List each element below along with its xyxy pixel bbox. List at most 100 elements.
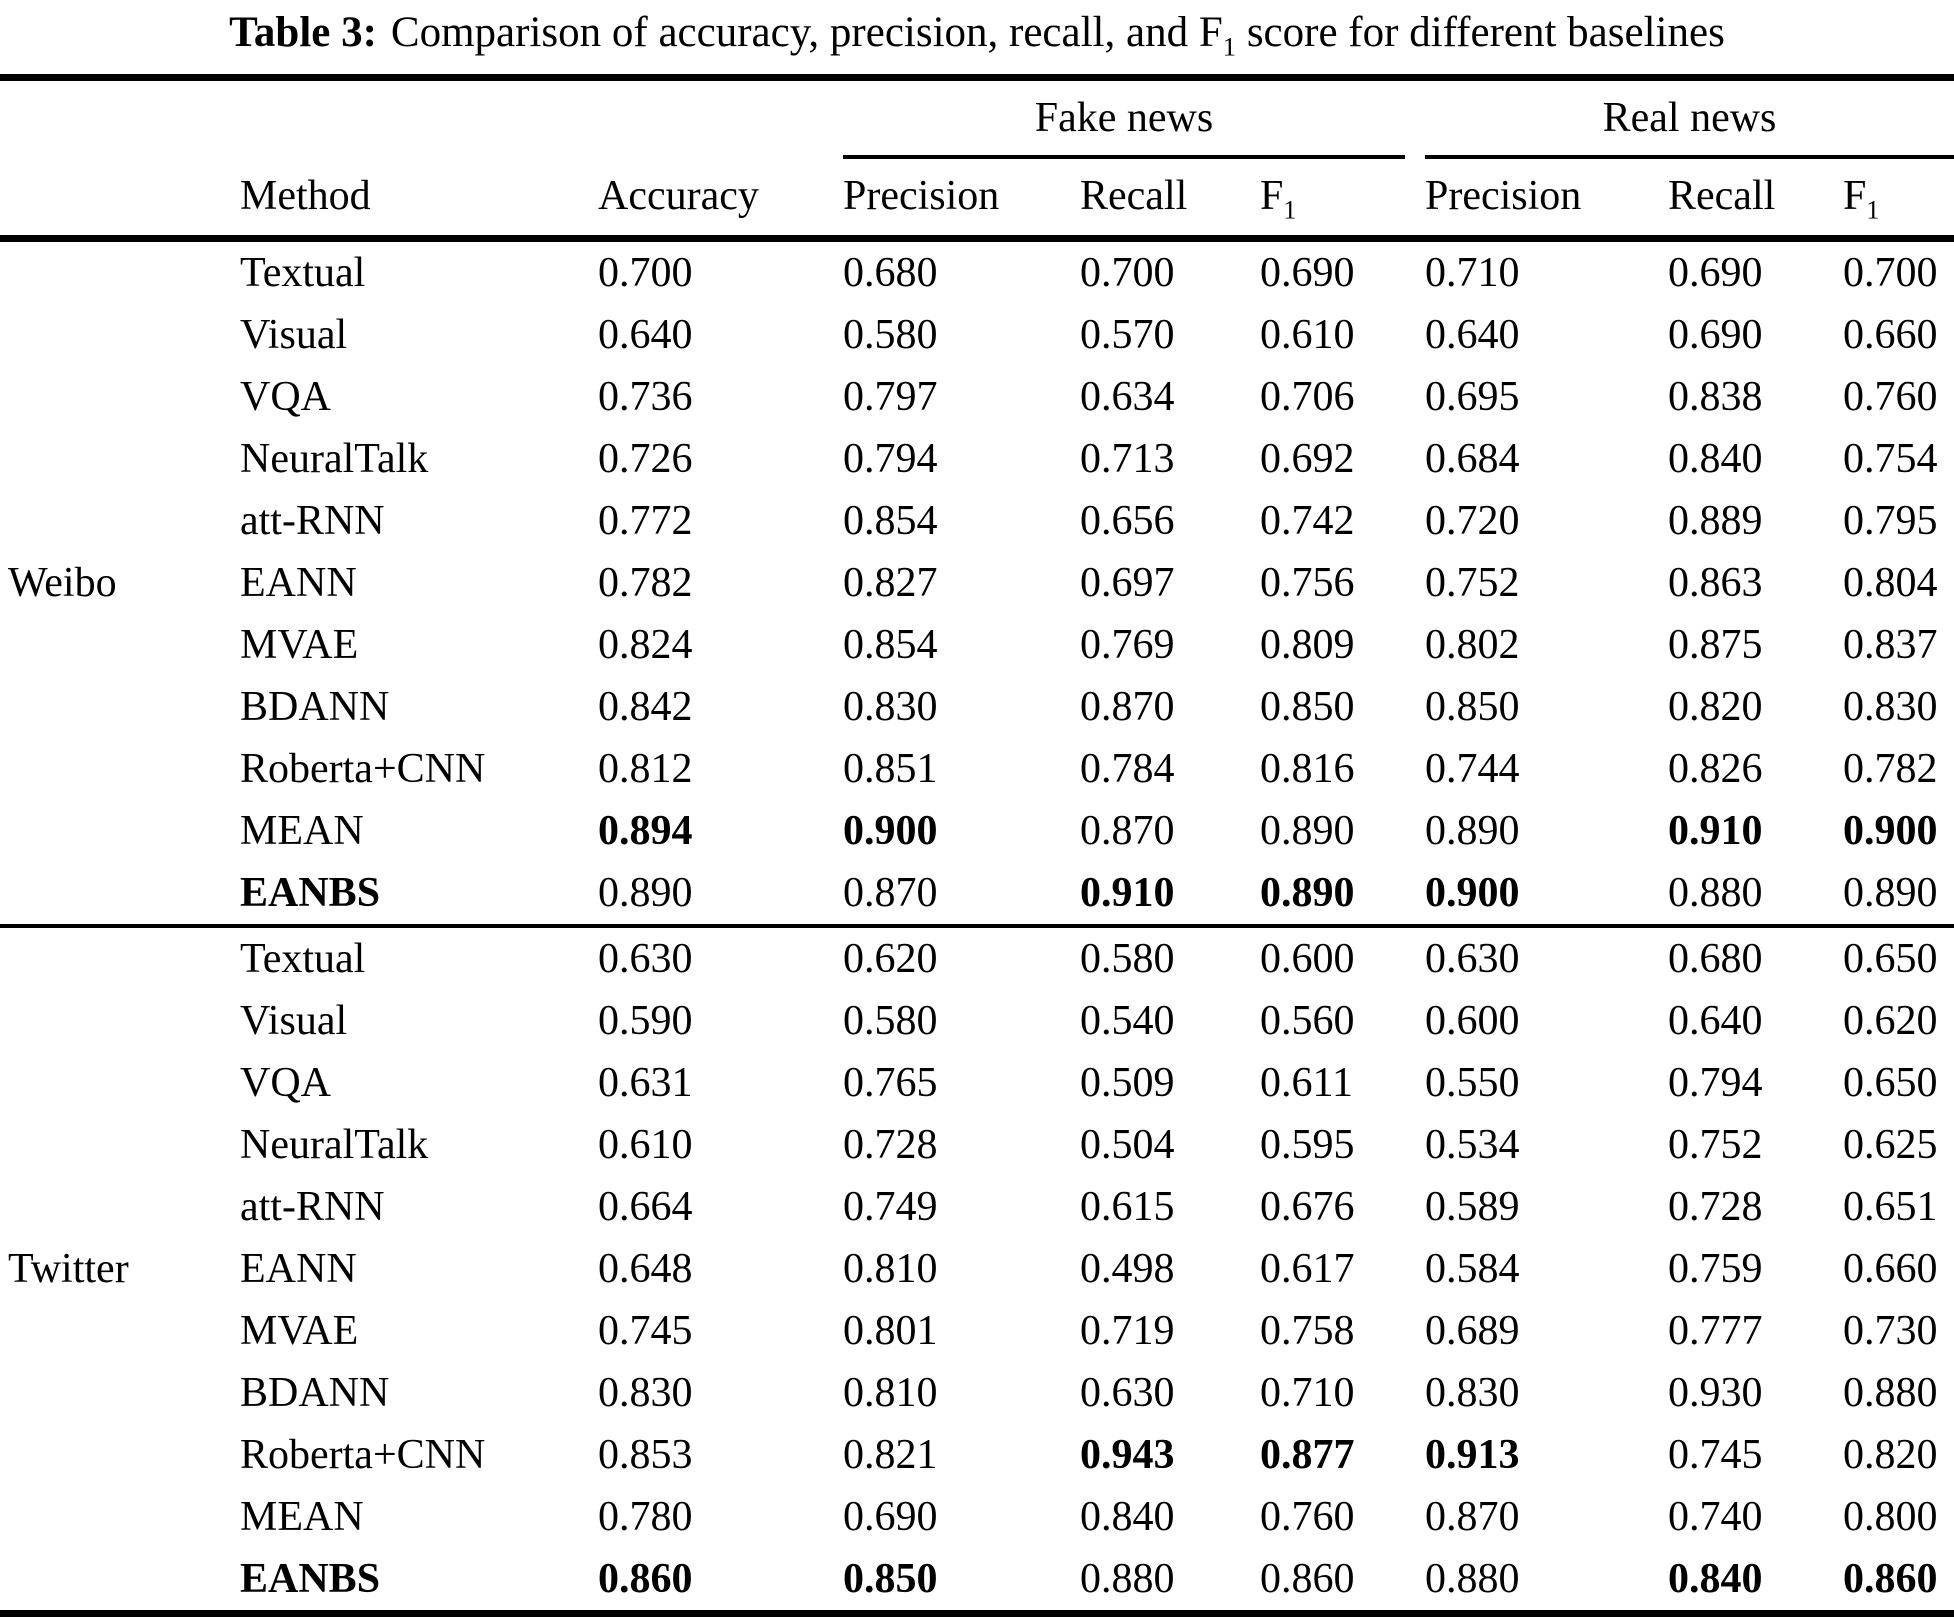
value-cell: 0.782 [598, 560, 693, 606]
caption-label: Table 3: [229, 9, 377, 56]
value-cell: 0.812 [598, 746, 693, 792]
value-cell: 0.809 [1260, 622, 1355, 668]
column-header: Method [240, 159, 598, 242]
value-cell: 0.794 [843, 436, 938, 482]
value-cell: 0.890 [1260, 870, 1355, 916]
value-cell: 0.684 [1425, 436, 1520, 482]
column-header: Recall [1080, 159, 1260, 242]
column-header: Recall [1668, 159, 1843, 242]
value-cell: 0.700 [1080, 250, 1175, 296]
group-header-real-news-label: Real news [1425, 93, 1954, 159]
value-cell: 0.769 [1080, 622, 1175, 668]
value-cell: 0.820 [1668, 684, 1763, 730]
value-cell: 0.782 [1843, 746, 1938, 792]
group-header-spacer [0, 78, 843, 160]
method-cell: NeuralTalk [240, 436, 429, 482]
value-cell: 0.870 [1080, 684, 1175, 730]
value-cell: 0.550 [1425, 1060, 1520, 1106]
value-cell: 0.651 [1843, 1184, 1938, 1230]
value-cell: 0.742 [1260, 498, 1355, 544]
method-cell: MEAN [240, 1494, 364, 1540]
value-cell: 0.690 [843, 1494, 938, 1540]
group-header-row: Fake news Real news [0, 78, 1954, 160]
table-row: VQA 0.631 0.765 0.509 0.611 0.550 0.794 0.650 [0, 1052, 1954, 1114]
table-row: Roberta+CNN 0.812 0.851 0.784 0.816 0.744 0.82… [0, 738, 1954, 800]
value-cell: 0.900 [1843, 808, 1938, 854]
value-cell: 0.913 [1425, 1432, 1520, 1478]
value-cell: 0.736 [598, 374, 693, 420]
method-cell: att-RNN [240, 498, 385, 544]
value-cell: 0.690 [1668, 250, 1763, 296]
method-cell: Roberta+CNN [240, 746, 486, 792]
value-cell: 0.611 [1260, 1060, 1353, 1106]
value-cell: 0.875 [1668, 622, 1763, 668]
value-cell: 0.540 [1080, 998, 1175, 1044]
table-row: att-RNN 0.664 0.749 0.615 0.676 0.589 0.728 0.6… [0, 1176, 1954, 1238]
method-cell: Textual [240, 924, 598, 990]
value-cell: 0.910 [1668, 808, 1763, 854]
value-cell: 0.830 [1425, 1370, 1520, 1416]
value-cell: 0.610 [598, 1122, 693, 1168]
value-cell: 0.880 [1080, 1556, 1175, 1602]
table-row: MEAN 0.780 0.690 0.840 0.760 0.870 0.740 0.800 [0, 1486, 1954, 1548]
table-row: EANN 0.782 0.827 0.697 0.756 0.752 0.863 0.804 [0, 552, 1954, 614]
value-cell: 0.890 [598, 870, 693, 916]
value-cell: 0.880 [1668, 870, 1763, 916]
column-header-row: Method Accuracy Precision Recall F1 Precision… [0, 159, 1954, 242]
table-caption: Table 3: Comparison of accuracy, precisio… [0, 6, 1954, 60]
value-cell: 0.758 [1260, 1308, 1355, 1354]
value-cell: 0.870 [1080, 808, 1175, 854]
value-cell: 0.854 [843, 622, 938, 668]
group-header-fake-news: Fake news [843, 78, 1425, 159]
value-cell: 0.710 [1260, 1370, 1355, 1416]
method-cell: Roberta+CNN [240, 1432, 486, 1478]
table-row: BDANN 0.842 0.830 0.870 0.850 0.850 0.820 0.830 [0, 676, 1954, 738]
value-cell: 0.509 [1080, 1060, 1175, 1106]
value-cell: 0.692 [1260, 436, 1355, 482]
results-table: Fake news Real news Method Accuracy Precis… [0, 74, 1954, 1617]
value-cell: 0.840 [1080, 1494, 1175, 1540]
value-cell: 0.830 [598, 1370, 693, 1416]
value-cell: 0.570 [1080, 312, 1175, 358]
value-cell: 0.660 [1843, 312, 1938, 358]
method-cell: Visual [240, 998, 348, 1044]
column-header: F1 [1843, 159, 1954, 242]
value-cell: 0.854 [843, 498, 938, 544]
value-cell: 0.777 [1668, 1308, 1763, 1354]
value-cell: 0.894 [598, 808, 693, 854]
value-cell: 0.706 [1260, 374, 1355, 420]
value-cell: 0.877 [1260, 1432, 1355, 1478]
value-cell: 0.754 [1843, 436, 1938, 482]
table-row: BDANN 0.830 0.810 0.630 0.710 0.830 0.930 0.880 [0, 1362, 1954, 1424]
value-cell: 0.580 [1080, 924, 1260, 990]
column-header: Precision [843, 159, 1080, 242]
table-row: NeuralTalk 0.726 0.794 0.713 0.692 0.684 0.840… [0, 428, 1954, 490]
value-cell: 0.752 [1668, 1122, 1763, 1168]
table-header: Fake news Real news Method Accuracy Precis… [0, 78, 1954, 242]
dataset-label: Twitter [0, 924, 240, 1614]
value-cell: 0.749 [843, 1184, 938, 1230]
value-cell: 0.910 [1080, 870, 1175, 916]
value-cell: 0.610 [1260, 312, 1355, 358]
method-cell: VQA [240, 374, 331, 420]
value-cell: 0.745 [598, 1308, 693, 1354]
method-cell: BDANN [240, 1370, 390, 1416]
column-header: Precision [1425, 159, 1668, 242]
method-cell: EANBS [240, 1556, 381, 1602]
value-cell: 0.850 [843, 1556, 938, 1602]
value-cell: 0.719 [1080, 1308, 1175, 1354]
value-cell: 0.720 [1425, 498, 1520, 544]
value-cell: 0.690 [1668, 312, 1763, 358]
column-header-spacer [0, 159, 240, 242]
value-cell: 0.850 [1260, 684, 1355, 730]
method-cell: NeuralTalk [240, 1122, 429, 1168]
value-cell: 0.850 [1425, 684, 1520, 730]
value-cell: 0.816 [1260, 746, 1355, 792]
value-cell: 0.595 [1260, 1122, 1355, 1168]
value-cell: 0.640 [1668, 998, 1763, 1044]
value-cell: 0.863 [1668, 560, 1763, 606]
value-cell: 0.840 [1668, 1556, 1763, 1602]
table-row: VQA 0.736 0.797 0.634 0.706 0.695 0.838 0.760 [0, 366, 1954, 428]
value-cell: 0.631 [598, 1060, 693, 1106]
